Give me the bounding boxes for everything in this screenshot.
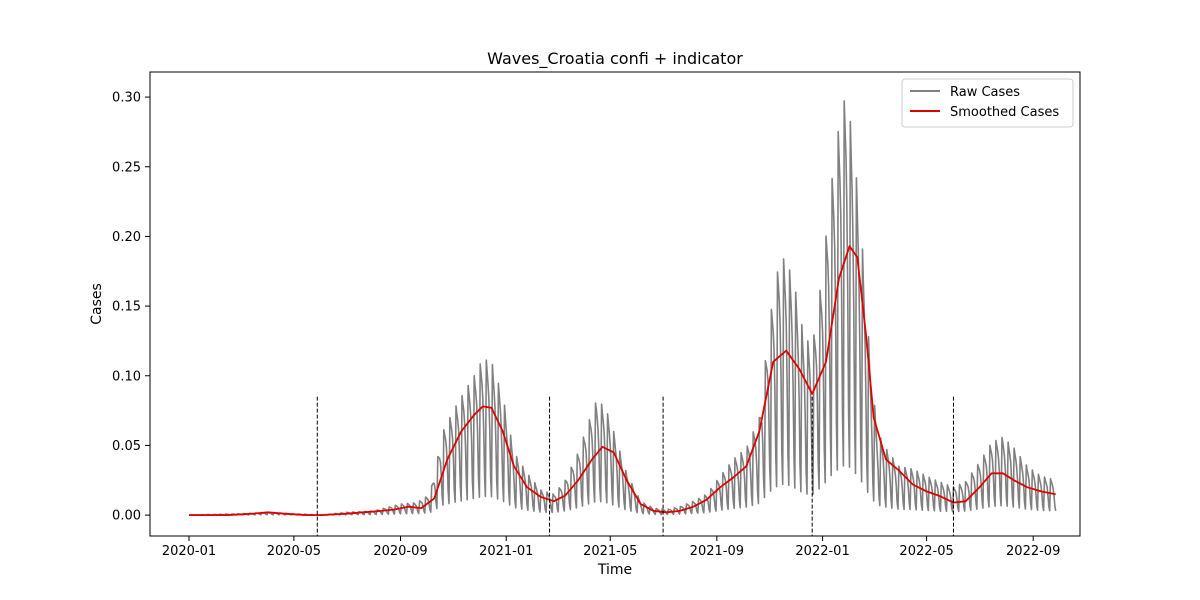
x-tick-label-3: 2021-01 bbox=[479, 544, 533, 559]
x-tick-label-4: 2021-05 bbox=[583, 544, 637, 559]
legend-box bbox=[901, 78, 1074, 128]
x-tick-label-1: 2020-05 bbox=[267, 544, 321, 559]
legend: Raw Cases Smoothed Cases bbox=[901, 78, 1074, 128]
x-tick-label-7: 2022-05 bbox=[899, 544, 953, 559]
plot-frame bbox=[149, 71, 1081, 537]
y-tick-label-1: 0.05 bbox=[112, 439, 141, 454]
smoothed-cases-line bbox=[189, 245, 1056, 516]
x-tick-label-5: 2021-09 bbox=[690, 544, 744, 559]
legend-smoothed-label: Smoothed Cases bbox=[950, 105, 1059, 120]
y-axis-ticks: 0.00 0.05 0.10 0.15 0.20 0.25 0.30 bbox=[112, 91, 150, 524]
wave-boundaries bbox=[316, 396, 954, 536]
y-axis-label: Cases bbox=[89, 283, 105, 325]
y-tick-label-5: 0.25 bbox=[112, 160, 141, 175]
raw-cases-line bbox=[189, 100, 1057, 516]
x-axis-label: Time bbox=[597, 562, 632, 578]
y-tick-label-2: 0.10 bbox=[112, 369, 141, 384]
legend-raw-label: Raw Cases bbox=[950, 85, 1020, 100]
smoothed-series-layer bbox=[189, 245, 1056, 516]
x-tick-label-2: 2020-09 bbox=[373, 544, 427, 559]
x-tick-label-0: 2020-01 bbox=[162, 544, 216, 559]
y-tick-label-4: 0.20 bbox=[112, 230, 141, 245]
chart-title: Waves_Croatia confi + indicator bbox=[487, 49, 743, 69]
y-tick-label-0: 0.00 bbox=[112, 509, 141, 524]
x-tick-label-8: 2022-09 bbox=[1006, 544, 1060, 559]
y-tick-label-3: 0.15 bbox=[112, 300, 141, 315]
y-tick-label-6: 0.30 bbox=[112, 91, 141, 106]
raw-series-layer bbox=[189, 100, 1057, 516]
x-tick-label-6: 2022-01 bbox=[795, 544, 849, 559]
x-axis-ticks: 2020-01 2020-05 2020-09 2021-01 2021-05 2021-… bbox=[162, 536, 1060, 559]
